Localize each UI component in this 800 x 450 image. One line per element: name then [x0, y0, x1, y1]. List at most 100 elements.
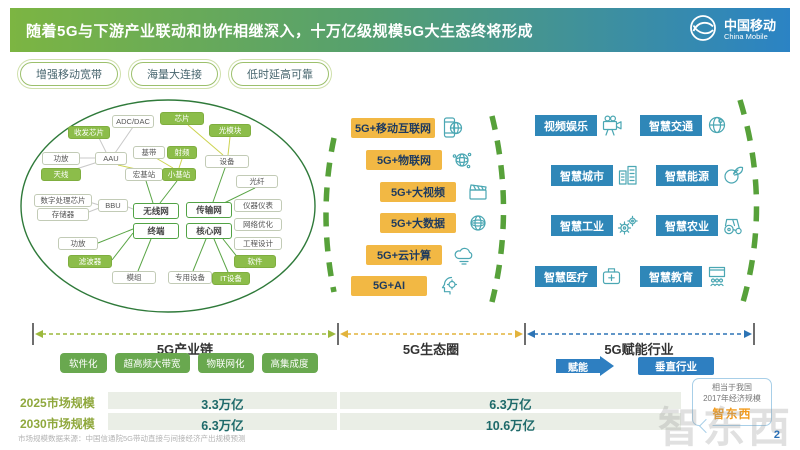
smart-industry-icon [616, 213, 640, 237]
logo-text-cn: 中国移动 [723, 17, 776, 33]
market-row: 2030市场规模 6.3万亿 10.6万亿 [0, 413, 800, 433]
chain-node: 设备 [205, 155, 249, 168]
eco-box: 5G+移动互联网 [351, 118, 435, 138]
smart-transport-icon [705, 113, 729, 137]
chain-feature-tag: 软件化 [60, 353, 107, 373]
cloud-computing-icon [452, 243, 476, 267]
chain-node: 无线网 [133, 203, 179, 219]
chain-node: 基带 [133, 146, 165, 159]
footer-source: 市场规模数据来源：中国信通院5G带动直接与间接经济产出规模预测 [18, 434, 246, 443]
market-value-chain: 6.3万亿 [201, 419, 244, 433]
chain-node: 仪器仪表 [234, 199, 282, 212]
chain-feature-tag: 超高频大带宽 [114, 353, 190, 373]
axis-label-empower: 5G赋能行业 [604, 342, 674, 357]
chain-node: 数字处理芯片 [34, 194, 92, 207]
chain-node: 终端 [133, 223, 179, 239]
smart-education-icon [705, 264, 729, 288]
video-camera-icon [600, 113, 624, 137]
chain-ellipse-svg [20, 99, 316, 313]
zhidx-logo: 智东西 [712, 406, 752, 421]
feature-pill: 海量大连接 [131, 62, 218, 86]
logo-text-en: China Mobile [723, 32, 768, 42]
empower-box: 智慧能源 [656, 165, 718, 186]
chain-node: 射频 [167, 146, 197, 159]
feature-pills: 增强移动宽带 海量大连接 低时延高可靠 [20, 62, 329, 86]
chain-feature-tag: 物联网化 [197, 353, 254, 373]
chain-node: ADC/DAC [112, 115, 154, 128]
slide-title: 随着5G与下游产业联动和协作相继深入，十万亿级规模5G大生态终将形成 [26, 22, 534, 40]
market-value-chain: 3.3万亿 [201, 398, 244, 412]
chain-node: 光纤 [236, 175, 278, 188]
eco-box: 5G+物联网 [366, 150, 442, 170]
ai-brain-icon [438, 274, 462, 298]
iot-globe-icon [450, 148, 474, 172]
empower-box: 智慧医疗 [535, 266, 597, 287]
chain-node: 光模块 [209, 124, 251, 137]
gdp-comparison-callout: 相当于我国 2017年经济规模 智东西 [692, 378, 772, 433]
empower-box: 智慧教育 [640, 266, 702, 287]
chain-ellipse [20, 99, 316, 313]
chain-node: 功放 [42, 152, 80, 165]
callout-line1: 相当于我国 [712, 383, 752, 392]
chain-node: IT设备 [212, 272, 250, 285]
chain-node: 存储器 [37, 208, 89, 221]
empower-box: 智慧工业 [551, 215, 613, 236]
chain-links [72, 124, 256, 273]
chain-node: 小基站 [162, 168, 196, 181]
china-mobile-logo: 中国移动 China Mobile [688, 13, 776, 48]
vertical-industry-box: 垂直行业 [638, 357, 714, 375]
empower-box: 智慧交通 [640, 115, 702, 136]
chain-node: AAU [95, 152, 127, 165]
callout-line2: 2017年经济规模 [703, 393, 761, 403]
mobile-internet-icon [440, 116, 464, 140]
axis-label-eco: 5G生态圈 [402, 342, 460, 357]
market-row-label: 2025市场规模 [20, 396, 95, 410]
smart-energy-icon [721, 163, 745, 187]
chain-feature-tag: 高集成度 [261, 353, 318, 373]
chain-node: 软件 [234, 255, 276, 268]
empower-box: 视频娱乐 [535, 115, 597, 136]
empower-arrow-label: 赋能 [556, 359, 600, 374]
empower-box: 智慧城市 [551, 165, 613, 186]
industry-chain-panel: ADC/DAC 芯片 收发芯片 光模块 功放 AAU 基带 射频 设备 天线 宏基站 小基站 光纤 数字处… [18, 96, 318, 318]
empower-arrow-head-icon [600, 356, 614, 376]
video-clapper-icon [466, 180, 490, 204]
flow-axes [32, 323, 755, 345]
chain-node: 模组 [112, 271, 156, 284]
chain-feature-tags: 软件化 超高频大带宽 物联网化 高集成度 [60, 353, 318, 373]
bigdata-globe-icon [466, 211, 490, 235]
chain-node: 滤波器 [68, 255, 112, 268]
header-bar: 随着5G与下游产业联动和协作相继深入，十万亿级规模5G大生态终将形成 中国移动 … [10, 8, 790, 52]
market-row: 2025市场规模 3.3万亿 6.3万亿 [0, 392, 800, 412]
chain-node: 专用设备 [168, 271, 212, 284]
smart-medical-icon [600, 264, 624, 288]
chain-boxes: ADC/DAC 芯片 收发芯片 光模块 功放 AAU 基带 射频 设备 天线 宏基站 小基站 光纤 数字处… [18, 96, 318, 318]
feature-pill: 低时延高可靠 [231, 62, 329, 86]
chain-node: 天线 [41, 168, 81, 181]
market-value-empower: 10.6万亿 [485, 419, 536, 433]
smart-agriculture-icon [721, 213, 745, 237]
chain-node: 核心网 [186, 223, 232, 239]
chain-node: 功放 [58, 237, 98, 250]
page-number: 2 [773, 429, 780, 441]
eco-box: 5G+大视频 [380, 182, 456, 202]
eco-box: 5G+AI [351, 276, 427, 296]
feature-pill: 增强移动宽带 [20, 62, 118, 86]
chain-node: 网络优化 [234, 218, 282, 231]
market-row-label: 2030市场规模 [20, 417, 95, 431]
empower-arrow: 赋能 [556, 356, 614, 376]
chain-node: 芯片 [160, 112, 204, 125]
smart-city-icon [616, 163, 640, 187]
market-value-empower: 6.3万亿 [489, 398, 532, 412]
chain-node: 工程设计 [234, 237, 282, 250]
chain-node: 传输网 [186, 202, 232, 218]
chain-node: BBU [98, 199, 128, 212]
chain-node: 收发芯片 [68, 126, 110, 139]
china-mobile-logo-icon [688, 13, 718, 48]
eco-box: 5G+云计算 [366, 245, 442, 265]
empower-box: 智慧农业 [656, 215, 718, 236]
